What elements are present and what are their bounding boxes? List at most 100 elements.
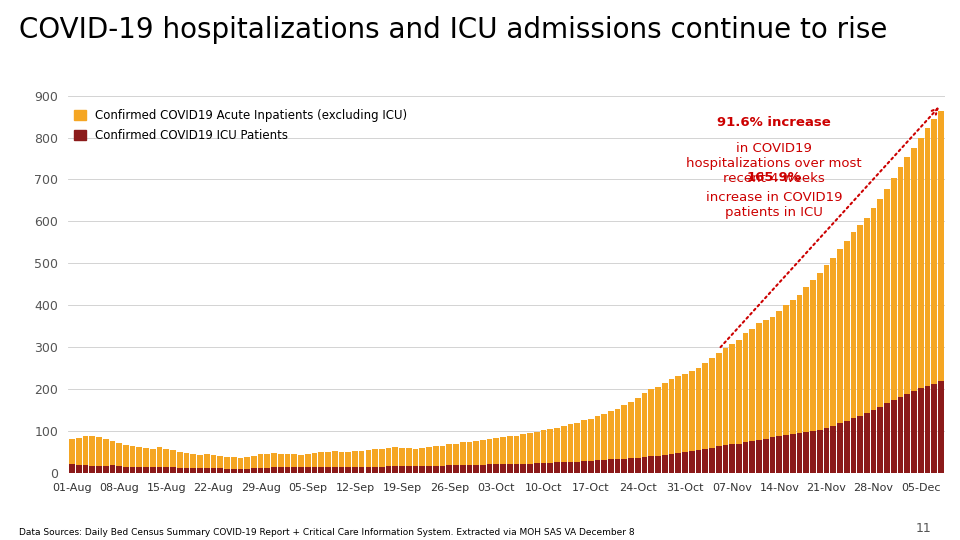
Bar: [736, 340, 742, 443]
Bar: [918, 138, 924, 388]
Bar: [103, 440, 108, 466]
Bar: [393, 466, 398, 473]
Bar: [487, 438, 492, 464]
Bar: [446, 465, 452, 473]
Bar: [312, 453, 318, 468]
Bar: [264, 454, 270, 468]
Bar: [750, 441, 756, 473]
Bar: [601, 460, 607, 473]
Bar: [359, 467, 365, 473]
Bar: [150, 449, 156, 468]
Bar: [487, 464, 492, 473]
Bar: [797, 433, 803, 473]
Bar: [440, 446, 445, 466]
Bar: [413, 449, 419, 466]
Bar: [467, 442, 472, 465]
Bar: [386, 466, 392, 473]
Bar: [540, 430, 546, 463]
Bar: [661, 383, 667, 455]
Bar: [325, 452, 331, 467]
Bar: [574, 423, 580, 462]
Bar: [608, 460, 613, 473]
Bar: [473, 441, 479, 465]
Bar: [581, 461, 587, 473]
Bar: [709, 448, 715, 473]
Bar: [359, 451, 365, 467]
Bar: [736, 443, 742, 473]
Bar: [312, 468, 318, 473]
Bar: [554, 462, 560, 473]
Bar: [177, 468, 182, 473]
Bar: [871, 410, 876, 473]
Bar: [237, 469, 243, 473]
Bar: [406, 448, 412, 466]
Bar: [500, 464, 506, 473]
Bar: [257, 455, 263, 468]
Text: 91.6% increase: 91.6% increase: [717, 116, 831, 129]
Bar: [520, 434, 526, 464]
Bar: [325, 467, 331, 473]
Bar: [783, 435, 789, 473]
Bar: [743, 442, 749, 473]
Bar: [204, 468, 209, 473]
Bar: [480, 440, 486, 465]
Bar: [904, 157, 910, 394]
Bar: [339, 452, 345, 467]
Bar: [130, 446, 135, 467]
Bar: [393, 447, 398, 466]
Bar: [743, 333, 749, 442]
Bar: [372, 467, 378, 473]
Legend: Confirmed COVID19 Acute Inpatients (excluding ICU), Confirmed COVID19 ICU Patien: Confirmed COVID19 Acute Inpatients (excl…: [74, 109, 407, 142]
Bar: [183, 453, 189, 468]
Bar: [420, 466, 425, 473]
Bar: [500, 437, 506, 464]
Text: 11: 11: [916, 522, 931, 535]
Bar: [224, 469, 229, 473]
Bar: [683, 453, 687, 473]
Bar: [109, 465, 115, 473]
Bar: [352, 467, 358, 473]
Bar: [877, 199, 883, 407]
Bar: [493, 437, 499, 464]
Bar: [339, 467, 345, 473]
Bar: [918, 388, 924, 473]
Bar: [292, 468, 298, 473]
Bar: [763, 438, 769, 473]
Bar: [406, 466, 412, 473]
Bar: [76, 465, 82, 473]
Bar: [756, 323, 762, 440]
Bar: [581, 421, 587, 461]
Bar: [507, 436, 513, 464]
Bar: [750, 329, 756, 441]
Text: Data Sources: Daily Bed Census Summary COVID-19 Report + Critical Care Informati: Data Sources: Daily Bed Census Summary C…: [19, 528, 635, 537]
Bar: [163, 449, 169, 468]
Bar: [567, 424, 573, 462]
Bar: [379, 467, 385, 473]
Bar: [628, 458, 634, 473]
Bar: [703, 363, 708, 449]
Bar: [305, 468, 311, 473]
Bar: [891, 178, 897, 400]
Bar: [366, 467, 372, 473]
Bar: [527, 464, 533, 473]
Bar: [763, 320, 769, 438]
Bar: [217, 456, 223, 468]
Bar: [635, 458, 640, 473]
Bar: [898, 167, 903, 396]
Bar: [723, 348, 729, 445]
Bar: [96, 437, 102, 466]
Bar: [756, 440, 762, 473]
Bar: [89, 436, 95, 466]
Bar: [420, 448, 425, 466]
Bar: [871, 208, 876, 410]
Bar: [83, 465, 88, 473]
Text: 165.9%: 165.9%: [747, 171, 802, 184]
Bar: [824, 428, 829, 473]
Bar: [123, 445, 129, 467]
Bar: [601, 414, 607, 460]
Bar: [170, 450, 176, 468]
Bar: [891, 400, 897, 473]
Bar: [170, 468, 176, 473]
Bar: [197, 468, 203, 473]
Bar: [864, 413, 870, 473]
